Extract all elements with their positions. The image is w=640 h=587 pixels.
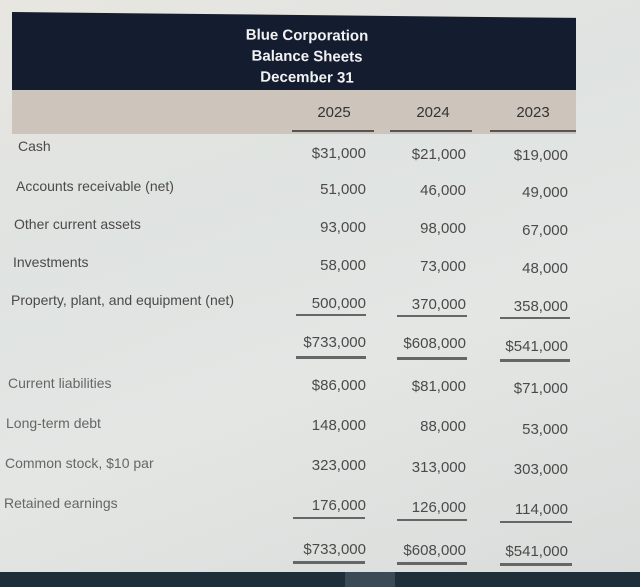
cell-ltd-2025: 148,000 xyxy=(311,417,366,434)
cell-ar-2025: 51,000 xyxy=(320,181,366,198)
cell-oca-2024: 98,000 xyxy=(420,220,466,237)
statement-name: Balance Sheets xyxy=(251,47,363,66)
cell-cash-2025: $31,000 xyxy=(311,145,366,162)
total-le-2023: $541,000 xyxy=(505,543,568,560)
cell-cl-2023: $71,000 xyxy=(513,380,568,397)
taskbar xyxy=(0,572,640,587)
subtotal-rule xyxy=(293,517,365,519)
cell-cash-2024: $21,000 xyxy=(411,146,466,163)
cell-ar-2024: 46,000 xyxy=(420,182,466,199)
cell-cs-2025: 323,000 xyxy=(311,457,366,474)
row-label-current-liabilities: Current liabilities xyxy=(8,375,112,391)
row-label-long-term-debt: Long-term debt xyxy=(6,415,101,431)
cell-re-2025: 176,000 xyxy=(311,497,366,514)
cell-cash-2023: $19,000 xyxy=(513,147,568,164)
total-double-rule xyxy=(397,562,467,565)
company-name: Blue Corporation xyxy=(245,26,369,45)
cell-cs-2023: 303,000 xyxy=(513,461,568,478)
cell-ppe-2024: 370,000 xyxy=(411,296,466,313)
total-le-2024: $608,000 xyxy=(403,542,466,559)
taskbar-active-item[interactable] xyxy=(345,572,395,587)
year-header-row xyxy=(12,90,576,134)
total-double-rule xyxy=(296,356,366,359)
row-label-cash: Cash xyxy=(18,138,51,154)
cell-inv-2023: 48,000 xyxy=(522,260,568,277)
year-rule xyxy=(490,130,576,132)
cell-re-2023: 114,000 xyxy=(514,501,568,518)
cell-cl-2024: $81,000 xyxy=(411,378,466,395)
year-rule xyxy=(390,130,472,132)
row-label-other-current-assets: Other current assets xyxy=(14,216,141,232)
cell-re-2024: 126,000 xyxy=(411,499,466,516)
year-2024-header: 2024 xyxy=(416,104,450,121)
subtotal-rule xyxy=(397,315,467,317)
row-label-ppe: Property, plant, and equipment (net) xyxy=(11,292,235,308)
total-le-2025: $733,000 xyxy=(303,541,366,558)
cell-oca-2023: 67,000 xyxy=(522,222,568,239)
total-double-rule xyxy=(500,359,570,362)
total-assets-2024: $608,000 xyxy=(403,335,466,352)
row-label-retained-earnings: Retained earnings xyxy=(4,495,118,511)
statement-date: December 31 xyxy=(260,68,354,87)
subtotal-rule xyxy=(296,314,366,316)
cell-oca-2025: 93,000 xyxy=(320,219,366,236)
total-double-rule xyxy=(293,561,365,564)
cell-cl-2025: $86,000 xyxy=(311,377,366,394)
subtotal-rule xyxy=(397,519,467,521)
total-double-rule xyxy=(397,357,467,360)
cell-ppe-2025: 500,000 xyxy=(311,295,366,312)
year-2025-header: 2025 xyxy=(317,104,351,121)
cell-inv-2024: 73,000 xyxy=(420,258,466,275)
cell-inv-2025: 58,000 xyxy=(320,257,366,274)
row-label-accounts-receivable: Accounts receivable (net) xyxy=(16,178,174,194)
title-block: Blue Corporation Balance Sheets December… xyxy=(212,24,402,89)
cell-cs-2024: 313,000 xyxy=(411,459,466,476)
total-assets-2023: $541,000 xyxy=(505,338,568,355)
cell-ltd-2023: 53,000 xyxy=(522,421,568,438)
subtotal-rule xyxy=(500,521,572,523)
year-2023-header: 2023 xyxy=(516,104,550,121)
cell-ppe-2023: 358,000 xyxy=(513,298,568,315)
total-double-rule xyxy=(500,563,572,566)
row-label-investments: Investments xyxy=(13,254,89,270)
subtotal-rule xyxy=(500,317,570,319)
cell-ltd-2024: 88,000 xyxy=(420,418,466,435)
cell-ar-2023: 49,000 xyxy=(522,184,568,201)
row-label-common-stock: Common stock, $10 par xyxy=(5,455,154,471)
total-assets-2025: $733,000 xyxy=(303,334,366,351)
year-rule xyxy=(292,130,374,132)
